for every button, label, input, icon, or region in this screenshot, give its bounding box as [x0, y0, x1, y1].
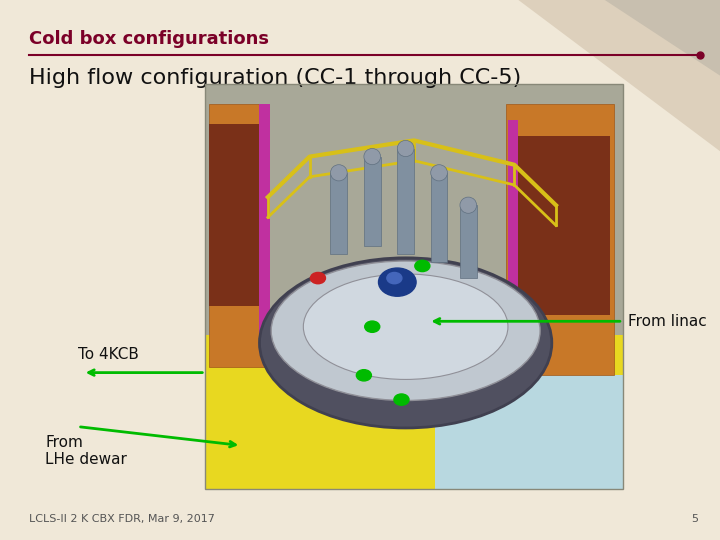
Ellipse shape	[431, 165, 447, 181]
FancyBboxPatch shape	[460, 205, 477, 278]
Circle shape	[394, 394, 409, 405]
Text: Cold box configurations: Cold box configurations	[29, 30, 269, 48]
FancyBboxPatch shape	[210, 124, 264, 306]
Circle shape	[365, 321, 379, 332]
FancyBboxPatch shape	[431, 173, 447, 262]
Text: High flow configuration (CC-1 through CC-5): High flow configuration (CC-1 through CC…	[29, 68, 521, 87]
Text: From linac: From linac	[628, 314, 706, 329]
Ellipse shape	[330, 165, 347, 181]
Ellipse shape	[460, 197, 477, 213]
Polygon shape	[518, 0, 720, 151]
FancyBboxPatch shape	[205, 84, 623, 367]
Circle shape	[379, 268, 416, 296]
FancyBboxPatch shape	[506, 104, 614, 375]
FancyBboxPatch shape	[518, 136, 611, 314]
Circle shape	[356, 370, 372, 381]
Text: 5: 5	[691, 514, 698, 524]
FancyBboxPatch shape	[508, 120, 518, 355]
Ellipse shape	[259, 258, 552, 428]
FancyBboxPatch shape	[205, 335, 623, 489]
FancyBboxPatch shape	[364, 157, 381, 246]
Ellipse shape	[364, 148, 381, 165]
Circle shape	[387, 273, 402, 284]
FancyBboxPatch shape	[259, 104, 270, 347]
Circle shape	[310, 273, 325, 284]
Ellipse shape	[271, 261, 540, 401]
Circle shape	[415, 260, 430, 272]
Ellipse shape	[397, 140, 414, 157]
Text: LCLS-II 2 K CBX FDR, Mar 9, 2017: LCLS-II 2 K CBX FDR, Mar 9, 2017	[29, 514, 215, 524]
Polygon shape	[605, 0, 720, 76]
FancyBboxPatch shape	[435, 375, 623, 489]
Text: From
LHe dewar: From LHe dewar	[45, 435, 127, 467]
Text: To 4KCB: To 4KCB	[78, 347, 139, 362]
FancyBboxPatch shape	[397, 148, 414, 254]
FancyBboxPatch shape	[210, 104, 268, 367]
Ellipse shape	[303, 274, 508, 380]
FancyBboxPatch shape	[330, 173, 347, 254]
